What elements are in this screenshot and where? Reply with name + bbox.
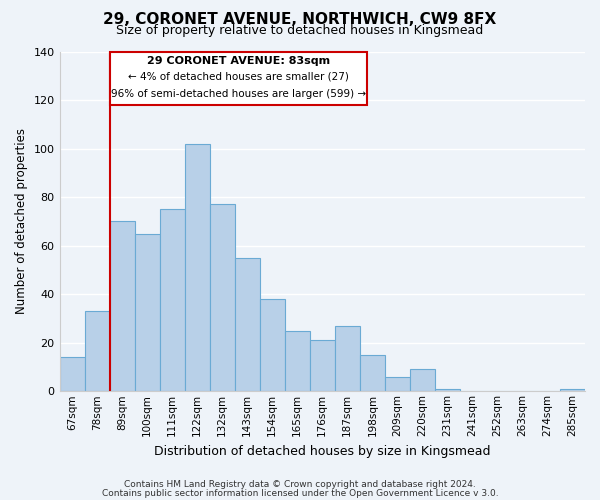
- Bar: [360, 355, 385, 392]
- Y-axis label: Number of detached properties: Number of detached properties: [15, 128, 28, 314]
- Text: Size of property relative to detached houses in Kingsmead: Size of property relative to detached ho…: [116, 24, 484, 37]
- Bar: [285, 330, 310, 392]
- Bar: [59, 358, 85, 392]
- Bar: [260, 299, 285, 392]
- Text: 29, CORONET AVENUE, NORTHWICH, CW9 8FX: 29, CORONET AVENUE, NORTHWICH, CW9 8FX: [103, 12, 497, 28]
- Bar: [209, 204, 235, 392]
- Bar: [110, 222, 134, 392]
- Text: 29 CORONET AVENUE: 83sqm: 29 CORONET AVENUE: 83sqm: [147, 56, 330, 66]
- Bar: [410, 370, 435, 392]
- X-axis label: Distribution of detached houses by size in Kingsmead: Distribution of detached houses by size …: [154, 444, 491, 458]
- Bar: [235, 258, 260, 392]
- Bar: [385, 376, 410, 392]
- Bar: [310, 340, 335, 392]
- Text: 96% of semi-detached houses are larger (599) →: 96% of semi-detached houses are larger (…: [111, 89, 366, 99]
- Bar: [185, 144, 209, 392]
- Bar: [335, 326, 360, 392]
- Bar: [85, 311, 110, 392]
- Bar: [560, 389, 585, 392]
- Bar: [160, 209, 185, 392]
- Bar: [134, 234, 160, 392]
- Text: ← 4% of detached houses are smaller (27): ← 4% of detached houses are smaller (27): [128, 72, 349, 82]
- Bar: [110, 52, 367, 105]
- Bar: [435, 389, 460, 392]
- Text: Contains HM Land Registry data © Crown copyright and database right 2024.: Contains HM Land Registry data © Crown c…: [124, 480, 476, 489]
- Text: Contains public sector information licensed under the Open Government Licence v : Contains public sector information licen…: [101, 488, 499, 498]
